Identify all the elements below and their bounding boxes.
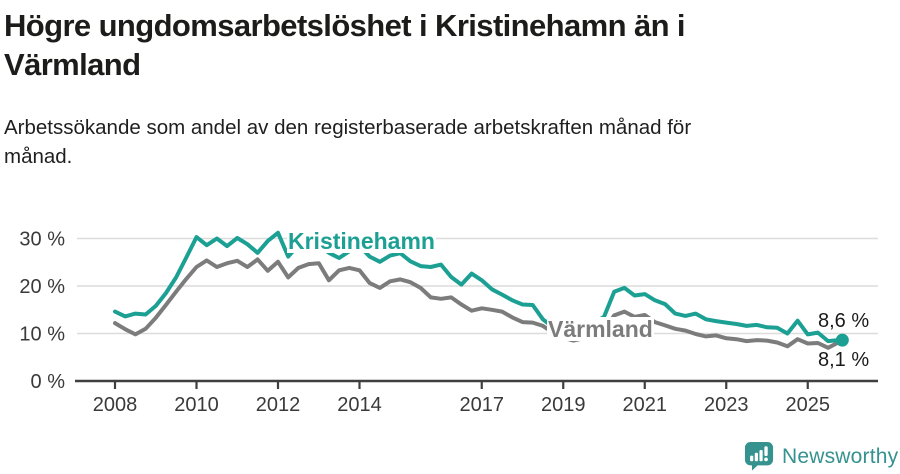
y-tick-label: 0 % [31,371,66,393]
page-title: Högre ungdomsarbetslöshet i Kristinehamn… [4,6,884,84]
title-line-2: Värmland [4,47,141,82]
title-line-1: Högre ungdomsarbetslöshet i Kristinehamn… [4,8,686,43]
end-dot-kristinehamn [835,333,849,347]
brand-footer: Newsworthy [744,441,898,472]
series-line-kristinehamn [113,230,841,344]
x-tick-label: 2008 [93,394,138,416]
newsworthy-logo-icon [744,441,774,471]
x-tick-label: 2010 [174,394,219,416]
subtitle-line-1: Arbetssökande som andel av den registerb… [4,116,692,139]
y-tick-label: 10 % [19,324,65,346]
x-tick-label: 2012 [256,394,301,416]
y-tick-label: 20 % [19,276,65,298]
x-tick-label: 2025 [786,394,831,416]
x-tick-label: 2017 [460,394,505,416]
x-tick-label: 2023 [704,394,749,416]
subtitle-line-2: månad. [4,145,73,168]
brand-name: Newsworthy [782,445,899,468]
chart-subtitle: Arbetssökande som andel av den registerb… [4,113,864,171]
end-value-varmland: 8,1 % [818,349,870,371]
series-label-kristinehamn: Kristinehamn [287,228,436,254]
y-tick-label: 30 % [19,229,65,251]
x-tick-label: 2021 [623,394,668,416]
series-line-värmland [113,257,841,350]
x-tick-label: 2019 [541,394,586,416]
end-value-kristinehamn: 8,6 % [818,310,870,332]
x-tick-label: 2014 [337,394,382,416]
series-label-varmland: Värmland [547,316,654,342]
